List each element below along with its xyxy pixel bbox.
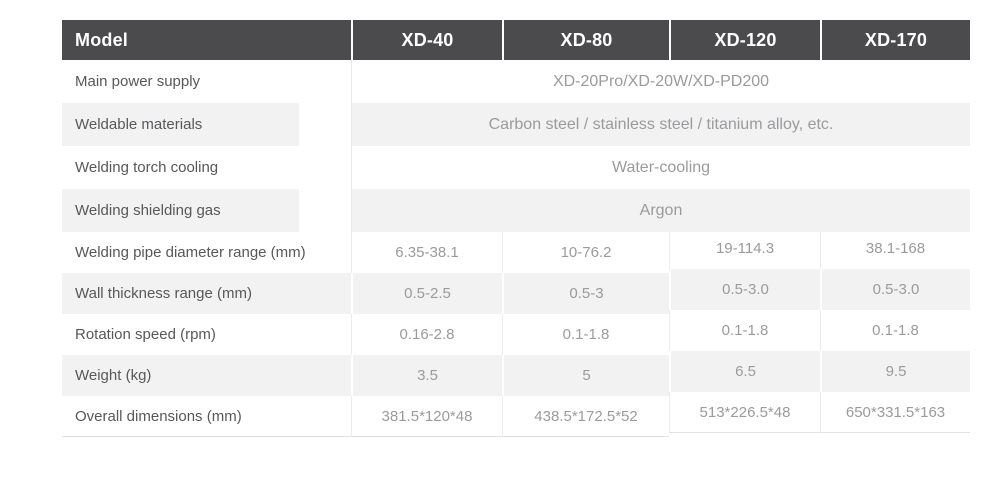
cell-value: 650*331.5*163	[845, 403, 946, 421]
table-row-main-power-supply: Main power supply XD-20Pro/XD-20W/XD-PD2…	[62, 60, 970, 103]
cell-xd-80: 10-76.2	[502, 232, 669, 273]
cell-value: 6.5	[735, 363, 756, 380]
cell-value: 3.5	[417, 367, 438, 384]
table-row-wall-thickness-range: Wall thickness range (mm) 0.5-2.5 0.5-3 …	[62, 269, 970, 314]
cell-xd-40: 0.16-2.8	[351, 314, 502, 355]
header-xd-120: XD-120	[669, 20, 820, 60]
cell-value: 0.1-1.8	[562, 326, 610, 343]
cell-value: 381.5*120*48	[381, 407, 473, 425]
row-value: Carbon steel / stainless steel / titaniu…	[351, 103, 970, 146]
table-row-welding-shielding-gas: Welding shielding gas Argon	[62, 189, 970, 232]
row-value: XD-20Pro/XD-20W/XD-PD200	[351, 60, 970, 103]
row-label: Weight (kg)	[62, 355, 351, 396]
cell-xd-120: 19-114.3	[669, 232, 820, 273]
cell-xd-120: 6.5	[669, 351, 820, 392]
cell-value: 513*226.5*48	[699, 403, 791, 421]
cell-xd-170: 38.1-168	[820, 232, 970, 273]
cell-xd-120: 513*226.5*48	[669, 392, 820, 433]
row-label: Welding shielding gas	[62, 189, 351, 232]
cell-xd-120: 0.5-3.0	[669, 269, 820, 310]
row-value: Argon	[351, 189, 970, 232]
cell-xd-40: 381.5*120*48	[351, 396, 502, 437]
cell-xd-40: 6.35-38.1	[351, 232, 502, 273]
cell-value: 10-76.2	[560, 244, 612, 261]
table-row-weight: Weight (kg) 3.5 5 6.5 9.5	[62, 351, 970, 396]
header-xd-40: XD-40	[351, 20, 502, 60]
row-label: Weldable materials	[62, 103, 351, 146]
cell-xd-80: 438.5*172.5*52	[502, 396, 669, 437]
cell-value: 9.5	[885, 363, 907, 380]
table-row-welding-torch-cooling: Welding torch cooling Water-cooling	[62, 146, 970, 189]
row-label: Main power supply	[75, 73, 201, 90]
cell-xd-40: 0.5-2.5	[351, 273, 502, 314]
header-xd-170: XD-170	[820, 20, 970, 60]
row-label: Wall thickness range (mm)	[62, 273, 351, 314]
row-label: Overall dimensions (mm)	[62, 396, 351, 437]
cell-value: 0.1-1.8	[721, 322, 769, 339]
cell-value: 0.5-2.5	[404, 285, 451, 302]
cell-xd-80: 5	[502, 355, 669, 396]
cell-value: 0.16-2.8	[399, 326, 455, 343]
cell-value: 438.5*172.5*52	[534, 407, 638, 425]
cell-xd-40: 3.5	[351, 355, 502, 396]
row-label: Rotation speed (rpm)	[62, 314, 351, 355]
cell-value: 0.5-3.0	[722, 281, 769, 298]
table-row-pipe-diameter-range: Welding pipe diameter range (mm) 6.35-38…	[62, 232, 970, 273]
cell-value: 38.1-168	[865, 240, 926, 257]
row-label: Welding torch cooling	[75, 159, 219, 176]
table-header-row: Model XD-40 XD-80 XD-120 XD-170	[62, 20, 970, 60]
cell-xd-170: 0.1-1.8	[820, 310, 970, 351]
cell-value: 0.1-1.8	[872, 322, 919, 339]
cell-xd-170: 9.5	[820, 351, 970, 392]
header-xd-80: XD-80	[502, 20, 669, 60]
header-model: Model	[62, 20, 351, 60]
cell-xd-170: 0.5-3.0	[820, 269, 970, 310]
row-label: Welding pipe diameter range (mm)	[62, 232, 351, 273]
cell-xd-120: 0.1-1.8	[669, 310, 820, 351]
cell-value: 19-114.3	[715, 240, 775, 257]
cell-xd-170: 650*331.5*163	[820, 392, 970, 433]
cell-value: 0.5-3	[569, 285, 604, 302]
row-value: Water-cooling	[351, 146, 970, 189]
cell-value: 6.35-38.1	[395, 244, 459, 261]
cell-value: 0.5-3.0	[872, 281, 920, 298]
cell-value: 5	[582, 367, 591, 384]
cell-xd-80: 0.5-3	[502, 273, 669, 314]
table-row-weldable-materials: Weldable materials Carbon steel / stainl…	[62, 103, 970, 146]
cell-xd-80: 0.1-1.8	[502, 314, 669, 355]
spec-table: Model XD-40 XD-80 XD-120 XD-170 Main pow…	[62, 20, 970, 437]
table-row-overall-dimensions: Overall dimensions (mm) 381.5*120*48 438…	[62, 392, 970, 437]
table-row-rotation-speed: Rotation speed (rpm) 0.16-2.8 0.1-1.8 0.…	[62, 310, 970, 355]
